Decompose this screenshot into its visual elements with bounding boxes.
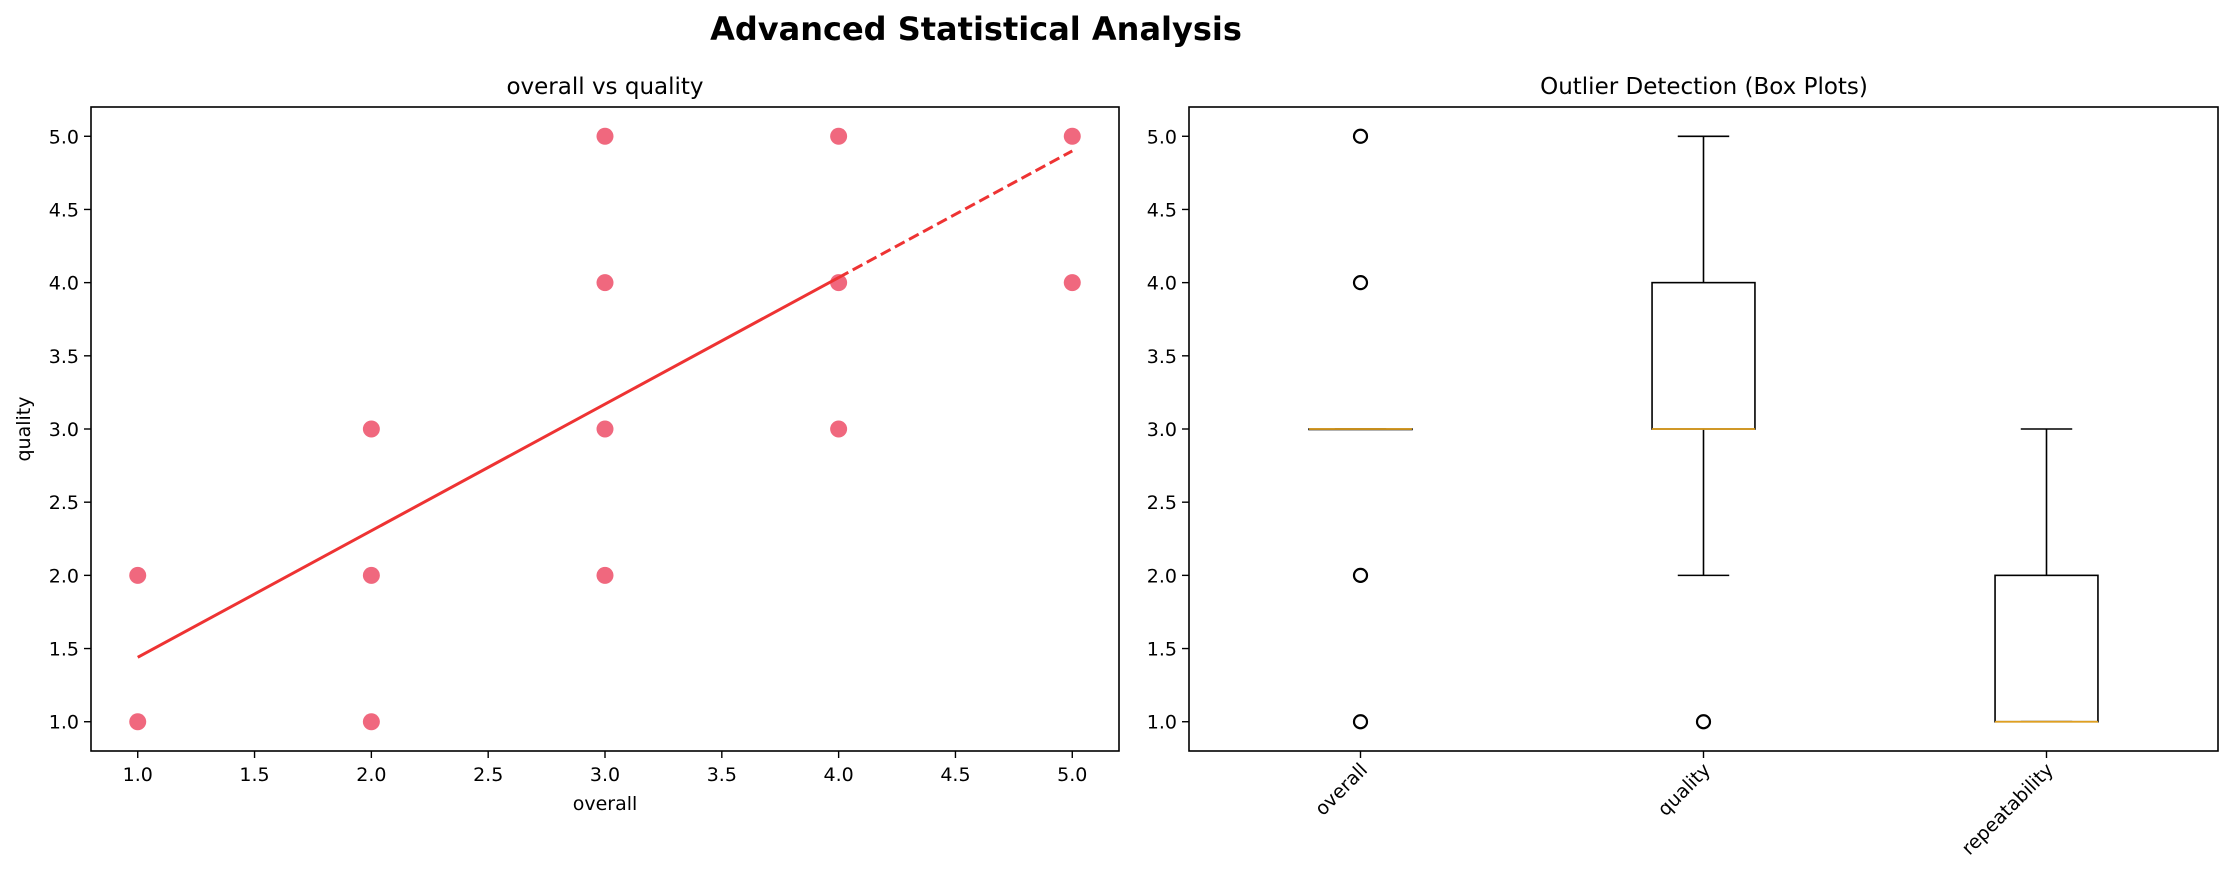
data-point	[362, 713, 380, 731]
outlier-point	[1352, 714, 1369, 730]
x-tick-label: overall	[1311, 759, 1372, 820]
scatter-x-label: overall	[573, 793, 638, 815]
data-point	[362, 420, 380, 438]
x-tick-label: 2.5	[473, 764, 503, 786]
y-tick-label: 1.5	[1147, 639, 1177, 661]
y-tick-label: 3.5	[1147, 346, 1177, 368]
x-tick-label: 1.0	[123, 764, 153, 786]
y-tick-label: 3.0	[1147, 419, 1177, 441]
x-tick-label: 5.0	[1057, 764, 1087, 786]
y-tick-label: 4.5	[1147, 199, 1177, 221]
x-tick-label: 3.0	[590, 764, 620, 786]
data-point	[1063, 127, 1081, 145]
x-tick-label: 4.0	[824, 764, 854, 786]
y-tick-label: 2.0	[1147, 565, 1177, 587]
trend-line-solid	[137, 276, 840, 659]
y-tick-label: 4.0	[1147, 273, 1177, 295]
trend-line-dashed	[837, 149, 1073, 279]
outlier-point	[1695, 714, 1712, 730]
scatter-y-label: quality	[13, 397, 35, 462]
scatter-points	[129, 127, 1081, 731]
scatter-title: overall vs quality	[506, 74, 703, 100]
y-tick-label: 1.0	[49, 712, 79, 734]
data-point	[596, 420, 614, 438]
trend-line	[137, 149, 1073, 659]
box-plot: Outlier Detection (Box Plots) 1.0 1.5 2.0 2…	[1147, 74, 2219, 860]
data-point	[596, 127, 614, 145]
data-point	[596, 274, 614, 292]
box-repeatability	[1994, 428, 2099, 723]
box-overall	[1308, 128, 1413, 730]
scatter-frame	[90, 106, 1120, 752]
box-plot-frame	[1188, 106, 2219, 752]
box-quality	[1651, 135, 1756, 730]
x-tick-label: 1.5	[239, 764, 269, 786]
y-tick-label: 4.0	[49, 273, 79, 295]
box-plot-title: Outlier Detection (Box Plots)	[1540, 74, 1868, 100]
data-point	[830, 420, 848, 438]
y-tick-label: 3.5	[49, 346, 79, 368]
data-point	[362, 566, 380, 584]
box-body	[1994, 574, 2099, 723]
y-tick-label: 1.0	[1147, 712, 1177, 734]
y-tick-label: 3.0	[49, 419, 79, 441]
box-y-axis: 1.0 1.5 2.0 2.5 3.0 3.5 4.0 4.5 5.0	[1147, 126, 1189, 734]
data-point	[830, 127, 848, 145]
figure-title: Advanced Statistical Analysis	[710, 10, 1242, 48]
outlier-point	[1352, 128, 1369, 144]
y-tick-label: 2.5	[1147, 492, 1177, 514]
y-tick-label: 2.0	[49, 565, 79, 587]
boxes	[1308, 128, 2099, 730]
y-tick-label: 4.5	[49, 199, 79, 221]
x-tick-label: 3.5	[707, 764, 737, 786]
scatter-x-axis: 1.0 1.5 2.0 2.5 3.0 3.5 4.0 4.5 5.0	[123, 751, 1087, 786]
outlier-point	[1352, 567, 1369, 583]
box-x-axis: overall quality repeatability	[1311, 751, 2058, 860]
box-body	[1651, 281, 1756, 430]
data-point	[596, 566, 614, 584]
data-point	[129, 566, 147, 584]
x-tick-label: 2.0	[356, 764, 386, 786]
y-tick-label: 5.0	[1147, 126, 1177, 148]
x-tick-label: 4.5	[940, 764, 970, 786]
y-tick-label: 5.0	[49, 126, 79, 148]
x-tick-label: repeatability	[1958, 759, 2059, 860]
y-tick-label: 2.5	[49, 492, 79, 514]
data-point	[129, 713, 147, 731]
outlier-point	[1352, 275, 1369, 291]
scatter-y-axis: 1.0 1.5 2.0 2.5 3.0 3.5 4.0 4.5 5.0	[49, 126, 91, 734]
y-tick-label: 1.5	[49, 639, 79, 661]
scatter-plot: overall vs quality 1.0 1.5 2.0 2.5 3.0 3.5 4.0…	[13, 74, 1120, 815]
data-point	[1063, 274, 1081, 292]
x-tick-label: quality	[1654, 759, 1716, 821]
